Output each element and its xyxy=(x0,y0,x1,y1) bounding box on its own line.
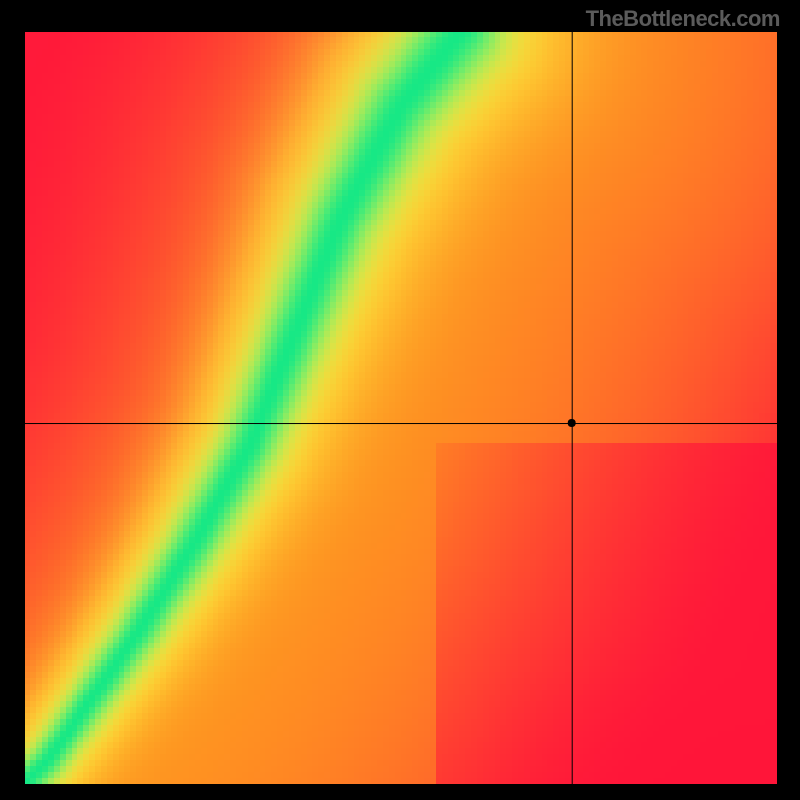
watermark-label: TheBottleneck.com xyxy=(586,6,780,32)
chart-root: TheBottleneck.com xyxy=(0,0,800,800)
bottleneck-heatmap xyxy=(25,32,777,784)
